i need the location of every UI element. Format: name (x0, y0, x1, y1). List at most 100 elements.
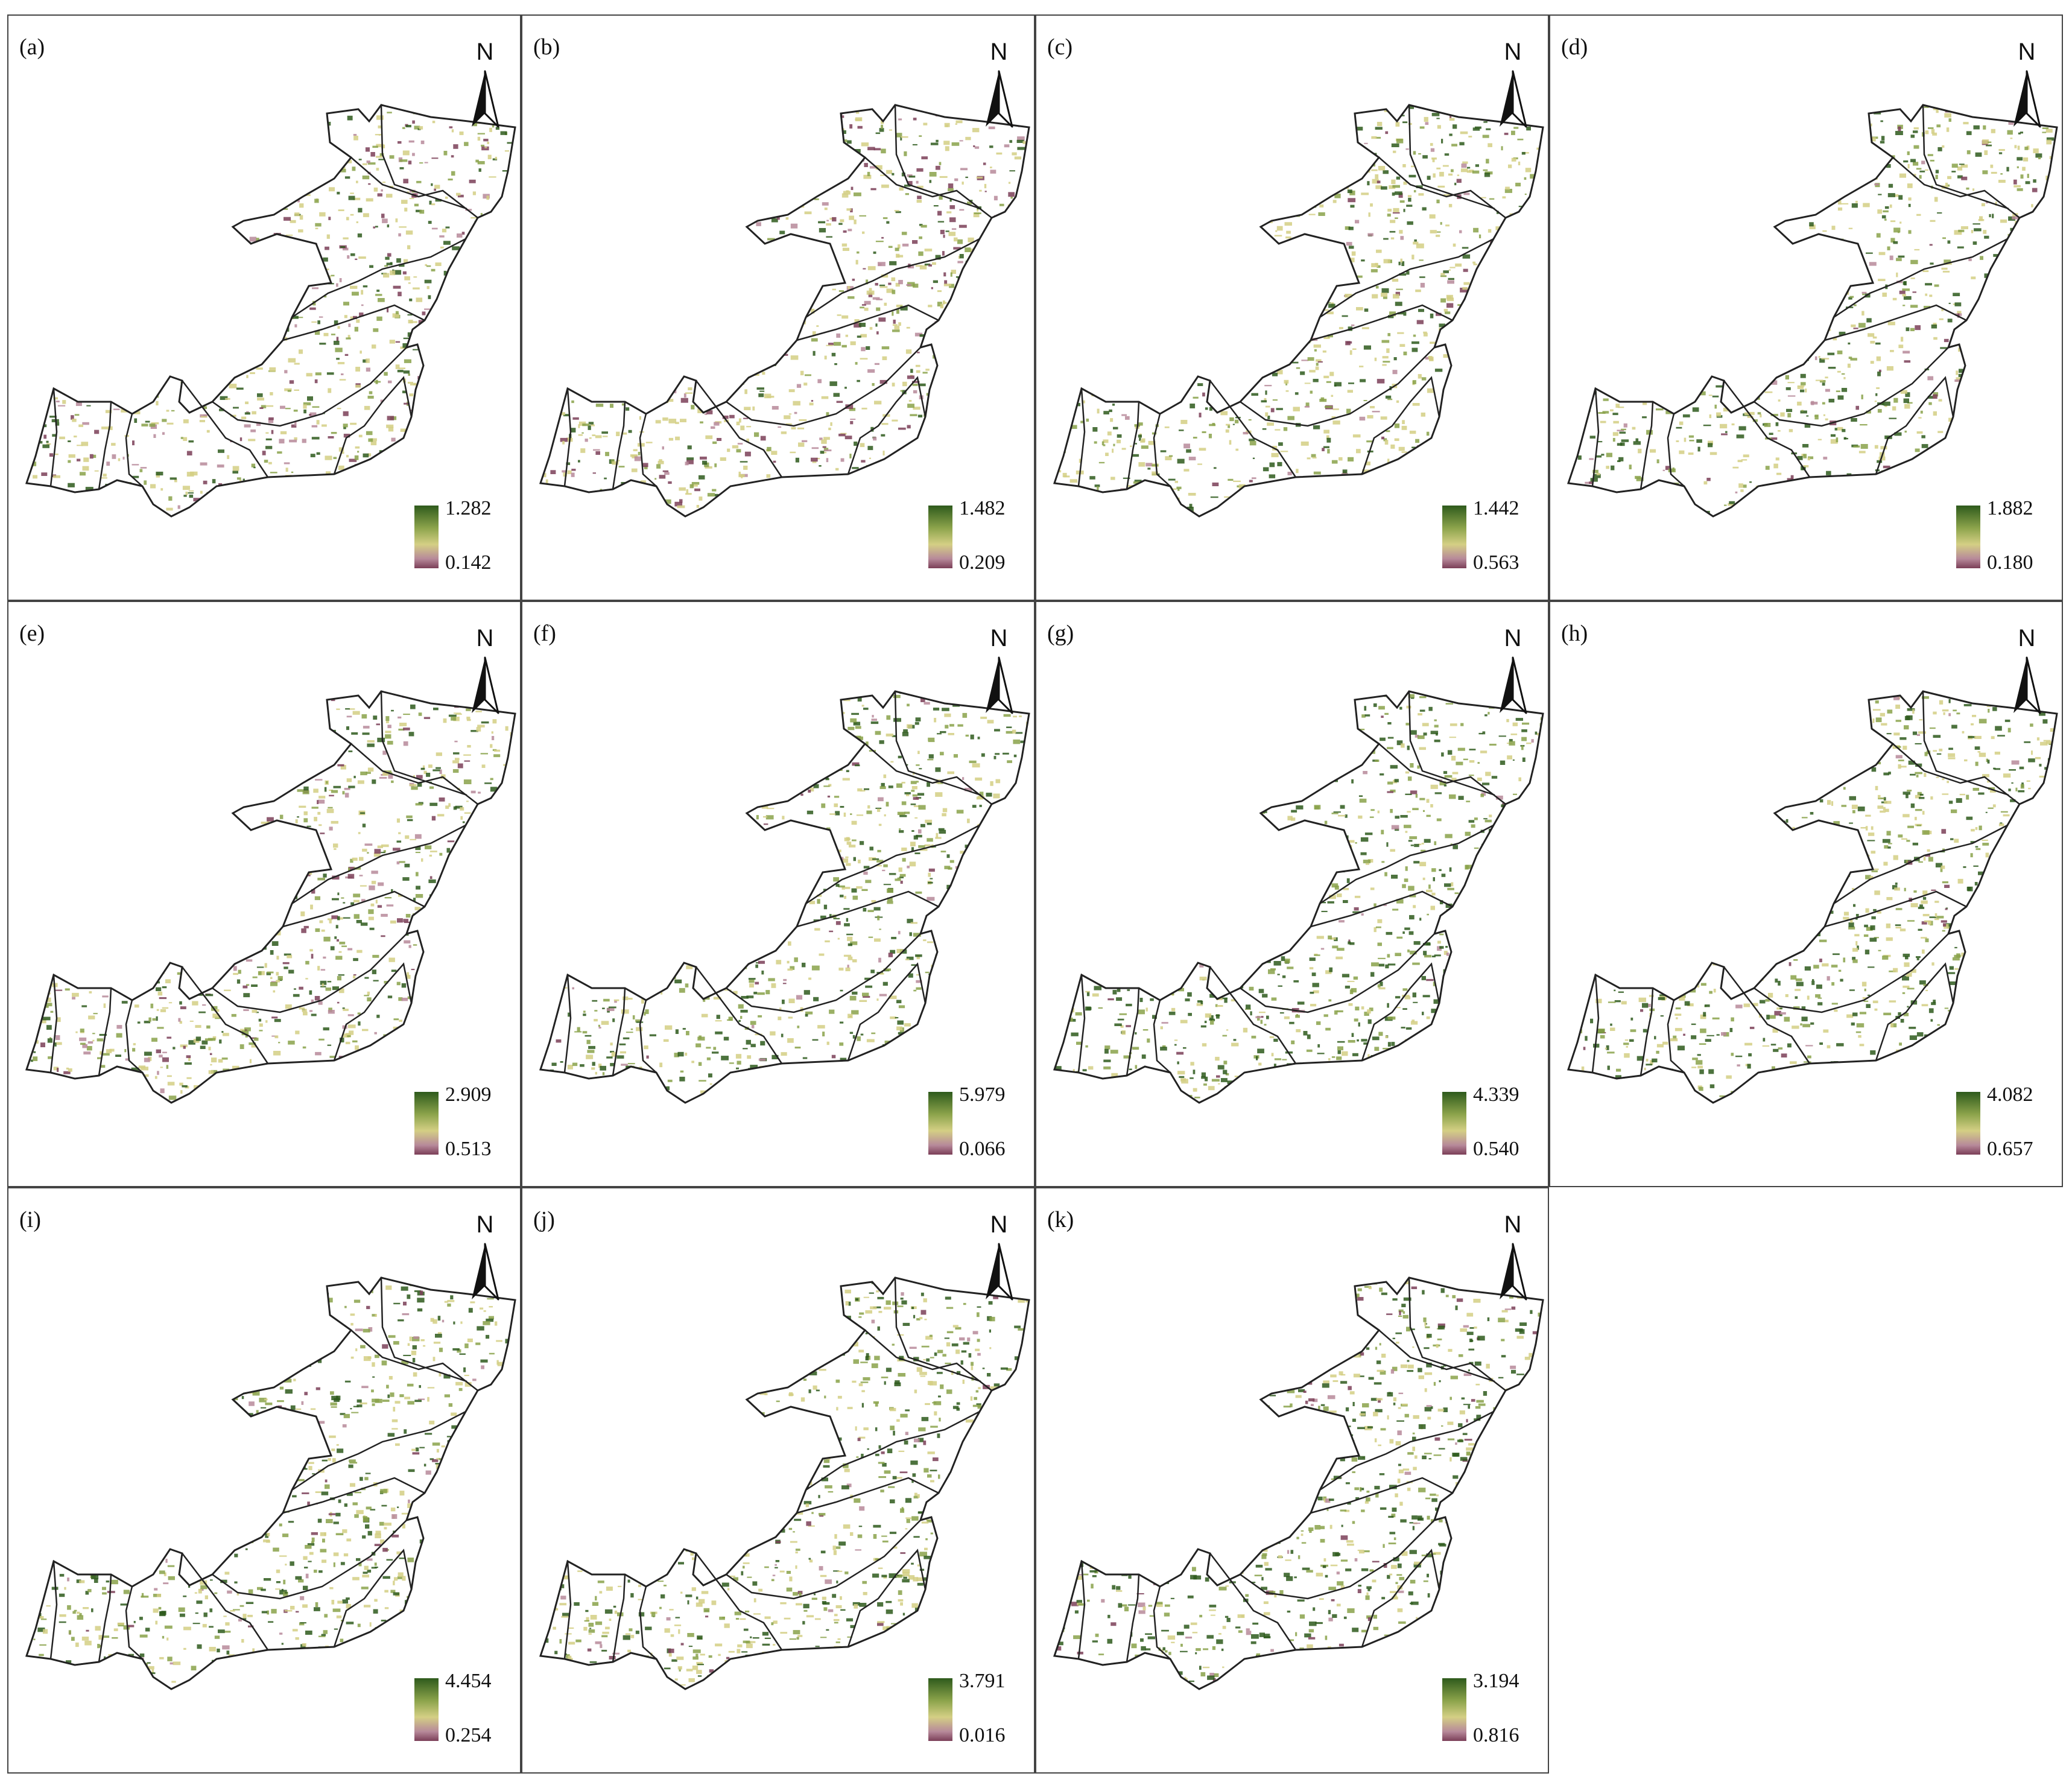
raster-patch (495, 463, 499, 466)
raster-patch (1345, 490, 1349, 494)
raster-patch (937, 211, 942, 216)
raster-patch (901, 136, 908, 138)
raster-patch (759, 179, 762, 183)
raster-patch (1524, 400, 1530, 402)
raster-patch (1054, 379, 1059, 383)
raster-patch (1292, 150, 1295, 152)
raster-patch (743, 358, 747, 360)
raster-patch (1491, 407, 1497, 410)
raster-patch (1101, 135, 1105, 137)
raster-patch (1514, 327, 1519, 329)
raster-patch (1103, 444, 1106, 446)
raster-patch (1250, 317, 1252, 321)
raster-patch (989, 425, 992, 428)
raster-patch (982, 398, 988, 401)
raster-patch (52, 332, 60, 336)
raster-patch (185, 207, 188, 211)
raster-patch (409, 198, 414, 200)
raster-patch (1494, 460, 1496, 463)
raster-patch (1225, 122, 1228, 125)
raster-patch (1287, 416, 1294, 420)
raster-patch (571, 163, 578, 167)
raster-patch (867, 369, 875, 373)
raster-patch (549, 119, 557, 124)
raster-patch (984, 191, 987, 192)
raster-patch (976, 360, 984, 364)
raster-patch (492, 125, 495, 128)
raster-patch (694, 199, 698, 203)
raster-patch (1326, 437, 1331, 443)
raster-patch (217, 291, 224, 294)
raster-patch (1174, 382, 1181, 385)
raster-patch (1735, 265, 1743, 270)
raster-patch (1420, 282, 1425, 288)
raster-patch (1489, 472, 1494, 477)
raster-patch (645, 366, 650, 368)
raster-patch (541, 244, 548, 247)
raster-patch (884, 302, 887, 306)
raster-patch (792, 197, 795, 201)
raster-patch (1237, 287, 1240, 290)
raster-patch (1568, 185, 1570, 186)
raster-patch (1242, 109, 1246, 112)
raster-patch (638, 149, 646, 151)
raster-patch (1375, 174, 1379, 179)
raster-patch (1737, 378, 1744, 382)
raster-patch (1131, 494, 1138, 498)
raster-patch (995, 240, 1003, 244)
raster-patch (82, 422, 89, 425)
raster-patch (292, 481, 296, 487)
raster-patch (224, 211, 230, 214)
raster-patch (641, 131, 644, 134)
raster-patch (162, 419, 167, 422)
raster-patch (1098, 311, 1100, 315)
raster-patch (1700, 260, 1703, 265)
raster-patch (353, 134, 357, 136)
raster-patch (1492, 486, 1495, 489)
raster-patch (499, 334, 504, 337)
raster-patch (867, 266, 876, 270)
raster-patch (638, 284, 642, 286)
raster-patch (1659, 332, 1662, 335)
raster-patch (221, 306, 226, 309)
raster-patch (986, 465, 992, 468)
raster-patch (1280, 451, 1288, 452)
raster-patch (662, 446, 664, 450)
raster-patch (1168, 117, 1175, 122)
raster-patch (141, 423, 148, 426)
raster-patch (1129, 197, 1132, 201)
raster-patch (545, 373, 550, 376)
raster-patch (134, 418, 138, 423)
raster-patch (948, 188, 954, 191)
raster-patch (331, 274, 335, 277)
raster-patch (1595, 455, 1602, 458)
raster-patch (493, 495, 500, 498)
raster-patch (541, 166, 548, 168)
raster-patch (1277, 461, 1282, 466)
raster-patch (811, 400, 814, 402)
raster-patch (232, 100, 237, 103)
raster-patch (1301, 441, 1309, 446)
raster-patch (27, 459, 30, 464)
raster-patch (634, 503, 636, 508)
raster-patch (735, 231, 739, 236)
raster-patch (220, 316, 223, 319)
raster-patch (648, 185, 653, 188)
raster-patch (776, 484, 782, 488)
raster-patch (1656, 408, 1664, 411)
raster-patch (1060, 492, 1066, 496)
raster-patch (1237, 157, 1240, 160)
raster-patch (1403, 209, 1405, 212)
raster-patch (605, 452, 609, 457)
raster-patch (988, 426, 996, 431)
raster-patch (709, 246, 712, 249)
raster-patch (991, 229, 996, 232)
raster-patch (987, 341, 992, 346)
raster-patch (438, 311, 445, 316)
raster-patch (1271, 452, 1279, 457)
raster-patch (1765, 163, 1773, 168)
raster-patch (1813, 309, 1819, 314)
raster-patch (362, 176, 370, 180)
raster-patch (1520, 472, 1527, 474)
raster-patch (273, 185, 276, 189)
